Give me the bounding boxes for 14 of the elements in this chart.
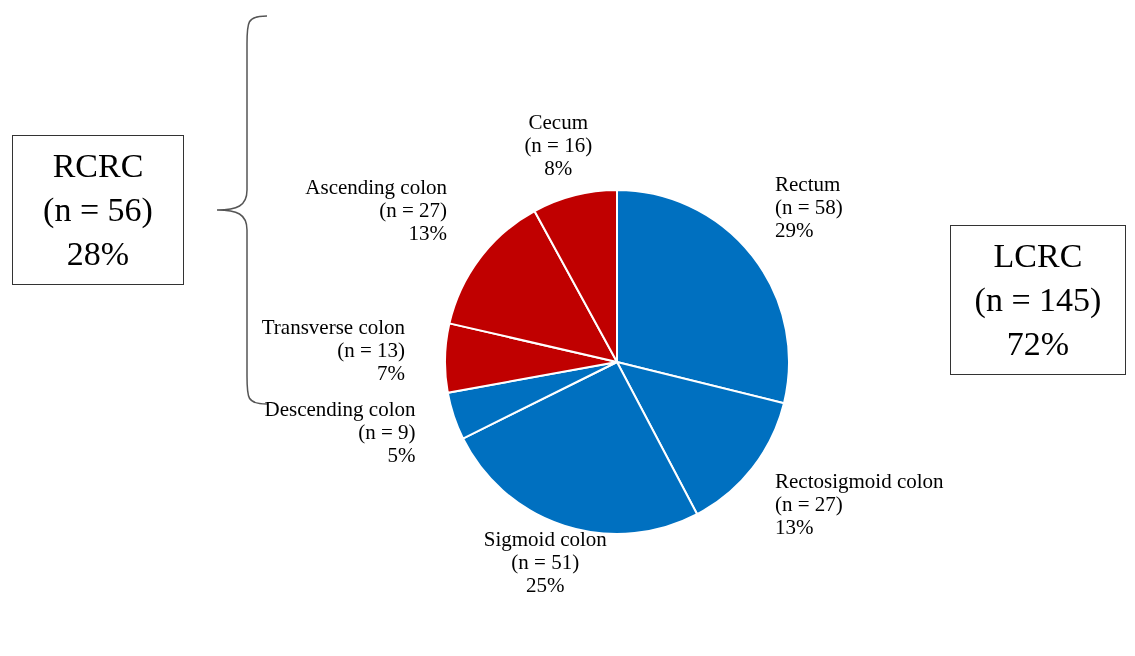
- slice-label: Rectum: [774, 171, 841, 196]
- text: LCRC (n = 145) 72%: [973, 236, 1103, 364]
- text: RCRC (n = 56) 28%: [42, 146, 154, 274]
- slice-label: Transverse colon: [261, 314, 406, 339]
- data-label: (n = 51) 25%: [511, 549, 580, 597]
- slice-label: Cecum: [528, 110, 589, 135]
- slice-label: Ascending colon: [305, 174, 448, 199]
- slice-label: Sigmoid colon: [483, 526, 608, 551]
- data-label: (n = 58) 29%: [774, 194, 843, 242]
- slice-label: Descending colon: [264, 396, 417, 421]
- slice-label: Rectosigmoid colon: [774, 469, 945, 494]
- data-label: (n = 16) 8%: [524, 133, 593, 181]
- data-label: (n = 27) 13%: [774, 492, 843, 540]
- data-label: (n = 13) 7%: [337, 337, 406, 385]
